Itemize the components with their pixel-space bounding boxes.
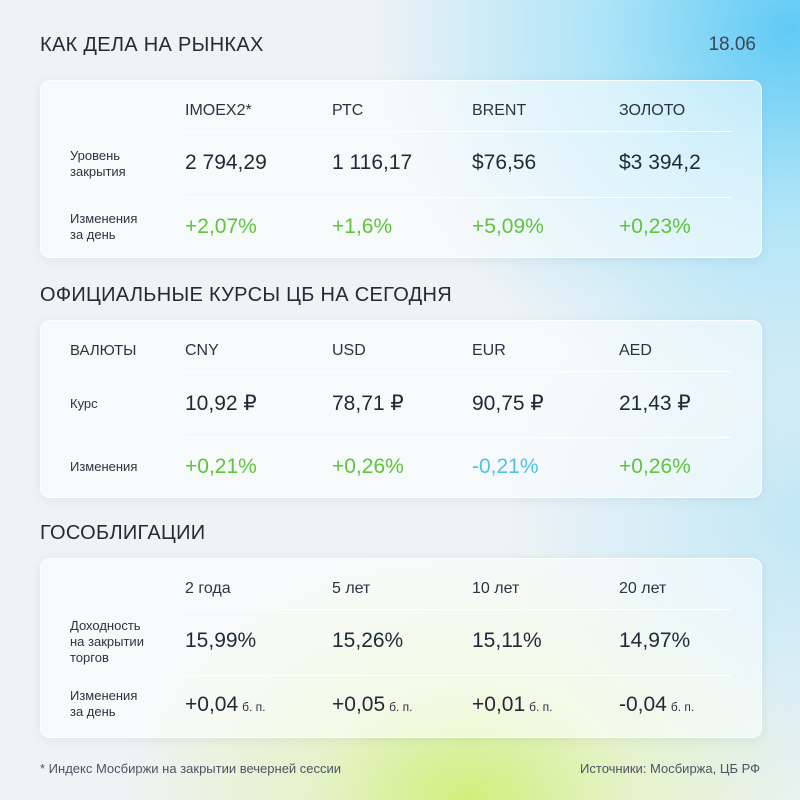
page-title: КАК ДЕЛА НА РЫНКАХ bbox=[40, 34, 264, 56]
value-rts-change: +1,6% bbox=[332, 215, 393, 238]
row-divider bbox=[186, 675, 731, 676]
change-value: +0,01 bbox=[472, 693, 526, 716]
value-brent-change: +5,09% bbox=[472, 215, 544, 238]
row-divider bbox=[186, 371, 731, 372]
change-value: +0,05 bbox=[332, 693, 386, 716]
value-usd-change: +0,26% bbox=[332, 455, 404, 478]
column-header-2y: 2 года bbox=[185, 580, 231, 597]
value-2y-yield: 15,99% bbox=[185, 629, 257, 652]
change-value: -0,04 bbox=[619, 693, 667, 716]
value-cny-rate: 10,92 ₽ bbox=[185, 392, 257, 415]
value-aed-change: +0,26% bbox=[619, 455, 691, 478]
markets-card: IMOEX2* РТС BRENT ЗОЛОТО Уровень закрыти… bbox=[40, 80, 762, 258]
date-label: 18.06 bbox=[708, 34, 756, 55]
value-2y-change: +0,04 б. п. bbox=[185, 693, 266, 717]
value-imoex-change: +2,07% bbox=[185, 215, 257, 238]
value-20y-yield: 14,97% bbox=[619, 629, 691, 652]
corner-label-currencies: ВАЛЮТЫ bbox=[70, 342, 137, 359]
column-header-aed: AED bbox=[619, 342, 652, 359]
row-label-close: Уровень закрытия bbox=[70, 148, 126, 179]
value-gold-change: +0,23% bbox=[619, 215, 691, 238]
value-imoex-close: 2 794,29 bbox=[185, 151, 267, 174]
sources-label: Источники: Мосбиржа, ЦБ РФ bbox=[580, 761, 760, 776]
column-header-gold: ЗОЛОТО bbox=[619, 102, 686, 119]
row-divider bbox=[186, 609, 731, 610]
change-value: +0,04 bbox=[185, 693, 239, 716]
unit-label: б. п. bbox=[670, 700, 695, 714]
value-10y-yield: 15,11% bbox=[472, 629, 542, 652]
row-label-yield: Доходность на закрытии торгов bbox=[70, 618, 144, 665]
row-label-change: Изменения за день bbox=[70, 211, 138, 242]
value-10y-change: +0,01 б. п. bbox=[472, 693, 553, 717]
row-divider bbox=[186, 197, 731, 198]
row-label-change: Изменения bbox=[70, 459, 138, 474]
row-divider bbox=[186, 131, 731, 132]
column-header-brent: BRENT bbox=[472, 102, 527, 119]
value-5y-yield: 15,26% bbox=[332, 629, 404, 652]
value-eur-rate: 90,75 ₽ bbox=[472, 392, 544, 415]
value-5y-change: +0,05 б. п. bbox=[332, 693, 413, 717]
row-label-change: Изменения за день bbox=[70, 688, 138, 719]
column-header-cny: CNY bbox=[185, 342, 219, 359]
column-header-imoex: IMOEX2* bbox=[185, 102, 252, 119]
value-gold-close: $3 394,2 bbox=[619, 151, 701, 174]
row-divider bbox=[186, 437, 731, 438]
column-header-rts: РТС bbox=[332, 102, 364, 119]
value-rts-close: 1 116,17 bbox=[332, 151, 413, 174]
value-brent-close: $76,56 bbox=[472, 151, 537, 174]
row-label-rate: Курс bbox=[70, 396, 98, 411]
value-20y-change: -0,04 б. п. bbox=[619, 693, 694, 717]
value-aed-rate: 21,43 ₽ bbox=[619, 392, 691, 415]
value-cny-change: +0,21% bbox=[185, 455, 257, 478]
section-title-cb-rates: ОФИЦИАЛЬНЫЕ КУРСЫ ЦБ НА СЕГОДНЯ bbox=[40, 284, 452, 306]
unit-label: б. п. bbox=[529, 700, 553, 714]
footnote: * Индекс Мосбиржи на закрытии вечерней с… bbox=[40, 761, 342, 776]
value-usd-rate: 78,71 ₽ bbox=[332, 392, 404, 415]
cb-rates-card: ВАЛЮТЫ CNY USD EUR AED Курс 10,92 ₽ 78,7… bbox=[40, 320, 762, 498]
unit-label: б. п. bbox=[389, 700, 413, 714]
section-title-bonds: ГОСОБЛИГАЦИИ bbox=[40, 522, 206, 544]
value-eur-change: -0,21% bbox=[472, 455, 539, 478]
column-header-20y: 20 лет bbox=[619, 580, 667, 597]
bonds-card: 2 года 5 лет 10 лет 20 лет Доходность на… bbox=[40, 558, 762, 738]
column-header-eur: EUR bbox=[472, 342, 506, 359]
column-header-10y: 10 лет bbox=[472, 580, 520, 597]
column-header-usd: USD bbox=[332, 342, 366, 359]
unit-label: б. п. bbox=[242, 700, 266, 714]
column-header-5y: 5 лет bbox=[332, 580, 371, 597]
